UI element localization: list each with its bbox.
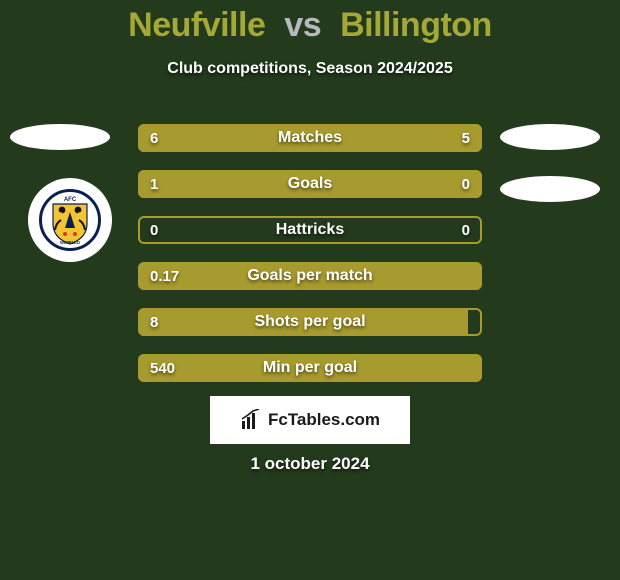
branding-chart-icon: [240, 409, 262, 431]
stat-row: 8Shots per goal: [138, 308, 482, 336]
club-label-bottom: WIMBLED: [60, 240, 80, 245]
stat-row: 65Matches: [138, 124, 482, 152]
left-club-badge: AFC WIMBLED: [28, 178, 112, 262]
comparison-infographic: Neufville vs Billington Club competition…: [0, 0, 620, 580]
left-player-avatar-placeholder: [10, 124, 110, 150]
stat-row: 0.17Goals per match: [138, 262, 482, 290]
title-vs: vs: [284, 6, 321, 44]
stat-row: 540Min per goal: [138, 354, 482, 382]
right-club-badge-placeholder: [500, 176, 600, 202]
title-player2: Billington: [340, 6, 492, 44]
stat-row: 10Goals: [138, 170, 482, 198]
stat-bar-fill-left: [138, 262, 482, 290]
branding-box: FcTables.com: [210, 396, 410, 444]
stat-bar-fill-right: [327, 124, 482, 152]
stat-bar-fill-left: [138, 308, 468, 336]
comparison-bars: 65Matches 10Goals 00Hattricks 0.17Goals per…: [138, 124, 482, 400]
title-player1: Neufville: [128, 6, 265, 44]
stat-row: 00Hattricks: [138, 216, 482, 244]
stat-bar-fill-right: [396, 170, 482, 198]
stat-bar-fill-left: [138, 170, 396, 198]
datestamp: 1 october 2024: [0, 454, 620, 474]
club-label-top: AFC: [64, 197, 77, 203]
title-row: Neufville vs Billington: [0, 6, 620, 45]
stat-bar-fill-left: [138, 124, 327, 152]
stat-bar-fill-left: [138, 354, 482, 382]
branding-text: FcTables.com: [268, 410, 380, 430]
stat-bar-track: [138, 216, 482, 244]
right-player-avatar-placeholder: [500, 124, 600, 150]
club-crest-icon: AFC WIMBLED: [47, 194, 93, 246]
subtitle: Club competitions, Season 2024/2025: [0, 60, 620, 78]
